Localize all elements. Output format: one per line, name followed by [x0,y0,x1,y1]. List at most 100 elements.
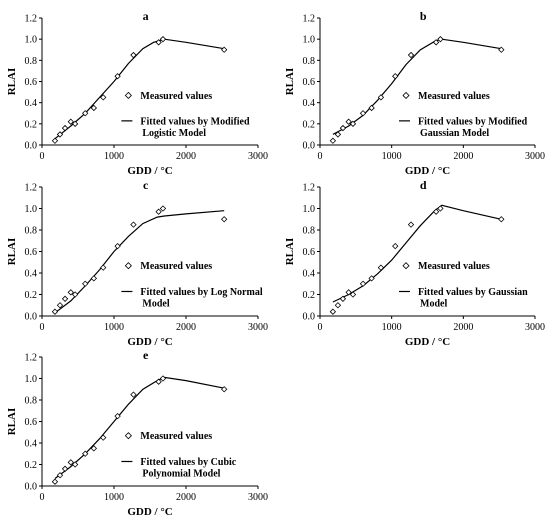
y-tick-label: 0.0 [25,141,38,152]
measured-point [61,295,69,302]
measured-point [407,51,415,59]
legend-label-fitted-line2: Logistic Model [142,128,206,139]
measured-point [159,375,167,382]
y-tick-label: 0.2 [25,290,38,301]
y-tick-label: 0.8 [25,226,38,237]
y-tick-label: 0.4 [25,98,38,109]
y-tick-label: 0.4 [303,98,316,109]
y-tick-label: 0.4 [25,269,38,280]
fitted-line [54,210,225,314]
y-tick-label: 0.4 [303,269,316,280]
measured-point [498,216,505,223]
panel-letter: a [143,9,149,23]
measured-point [82,280,89,287]
y-tick-label: 0.6 [25,77,38,88]
measured-point [392,73,399,80]
x-axis-label: GDD / °C [127,506,172,518]
legend-label-fitted: Fitted values by Gaussian [418,287,528,298]
measured-point [90,275,98,282]
x-tick-label: 0 [40,322,45,333]
legend-label-measured: Measured values [140,261,212,272]
y-tick-label: 1.2 [25,353,38,364]
measured-point [61,124,69,132]
legend-label-fitted-line2: Model [142,298,169,309]
legend-marker-measured [124,432,132,440]
measured-point [329,308,337,315]
measured-point [432,39,440,46]
legend-label-measured: Measured values [140,431,212,442]
legend-marker-measured [402,91,410,100]
chart-panel-b: 0.0 0.2 0.4 0.6 0.8 1.0 1.2 0 1000 2000 3000 GDD / … [284,9,545,177]
y-tick-label: 1.0 [25,35,38,46]
chart-panel-d: 0.0 0.2 0.4 0.6 0.8 1.0 1.2 0 1000 2000 3000 GDD / … [284,178,545,348]
measured-point [51,308,59,315]
measured-point [71,120,79,127]
y-tick-label: 0.6 [25,417,38,428]
x-tick-label: 1000 [104,322,124,333]
measured-point [61,465,69,472]
measured-point [90,104,98,112]
measured-point [377,94,385,101]
x-tick-label: 1000 [104,151,124,162]
x-axis-label: GDD / °C [127,336,172,348]
y-tick-label: 1.2 [303,183,316,194]
y-tick-label: 0.8 [25,56,38,67]
y-tick-label: 0.0 [25,482,38,493]
measured-point [114,242,121,250]
measured-point [368,104,375,112]
measured-point [220,46,228,53]
y-tick-label: 0.6 [303,247,316,258]
x-tick-label: 2000 [176,151,196,162]
x-tick-label: 2000 [176,322,196,333]
y-tick-label: 0.0 [303,141,316,152]
legend-label-fitted-line2: Gaussian Model [420,128,489,139]
x-tick-label: 3000 [248,151,268,162]
legend-label-fitted-line2: Model [420,298,447,309]
y-tick-label: 0.2 [303,290,316,301]
measured-point [155,378,162,385]
y-tick-label: 0.0 [303,312,316,323]
measured-point [82,110,89,117]
measured-point [114,73,121,80]
measured-point [155,208,162,215]
measured-point [130,391,137,398]
x-tick-label: 2000 [453,322,473,333]
x-tick-label: 2000 [453,151,473,162]
measured-point [56,302,64,309]
y-tick-label: 1.0 [25,374,38,385]
measured-point [71,291,79,298]
panel-letter: e [143,348,149,362]
measured-point [51,137,59,144]
measured-point [437,36,444,43]
y-axis-label: RLAI [6,68,18,96]
y-axis-label: RLAI [6,238,18,266]
measured-point [100,434,107,441]
measured-point [130,51,137,59]
y-axis-label: RLAI [284,68,296,96]
y-tick-label: 1.0 [303,35,316,46]
chart-panel-c: 0.0 0.2 0.4 0.6 0.8 1.0 1.2 0 1000 2000 3000 GDD / … [6,178,268,348]
x-tick-label: 3000 [248,322,268,333]
measured-point [349,120,357,127]
x-tick-label: 1000 [382,151,402,162]
y-tick-label: 0.2 [303,119,316,130]
x-axis-label: GDD / °C [127,165,172,177]
measured-point [498,46,505,53]
measured-point [67,289,74,296]
measured-point [432,208,440,215]
legend-label-fitted-line2: Polynomial Model [142,468,220,479]
legend-marker-measured [124,262,132,270]
x-tick-label: 0 [40,151,45,162]
measured-point [392,242,399,250]
measured-point [437,205,444,212]
measured-point [82,450,89,457]
legend-label-measured: Measured values [418,261,490,272]
measured-point [334,302,342,309]
x-tick-label: 3000 [525,322,545,333]
fitted-line [54,38,225,140]
measured-point [100,94,107,101]
measured-point [407,221,415,228]
y-tick-label: 1.0 [303,204,316,215]
x-tick-label: 0 [40,492,45,503]
panel-letter: d [420,178,427,192]
